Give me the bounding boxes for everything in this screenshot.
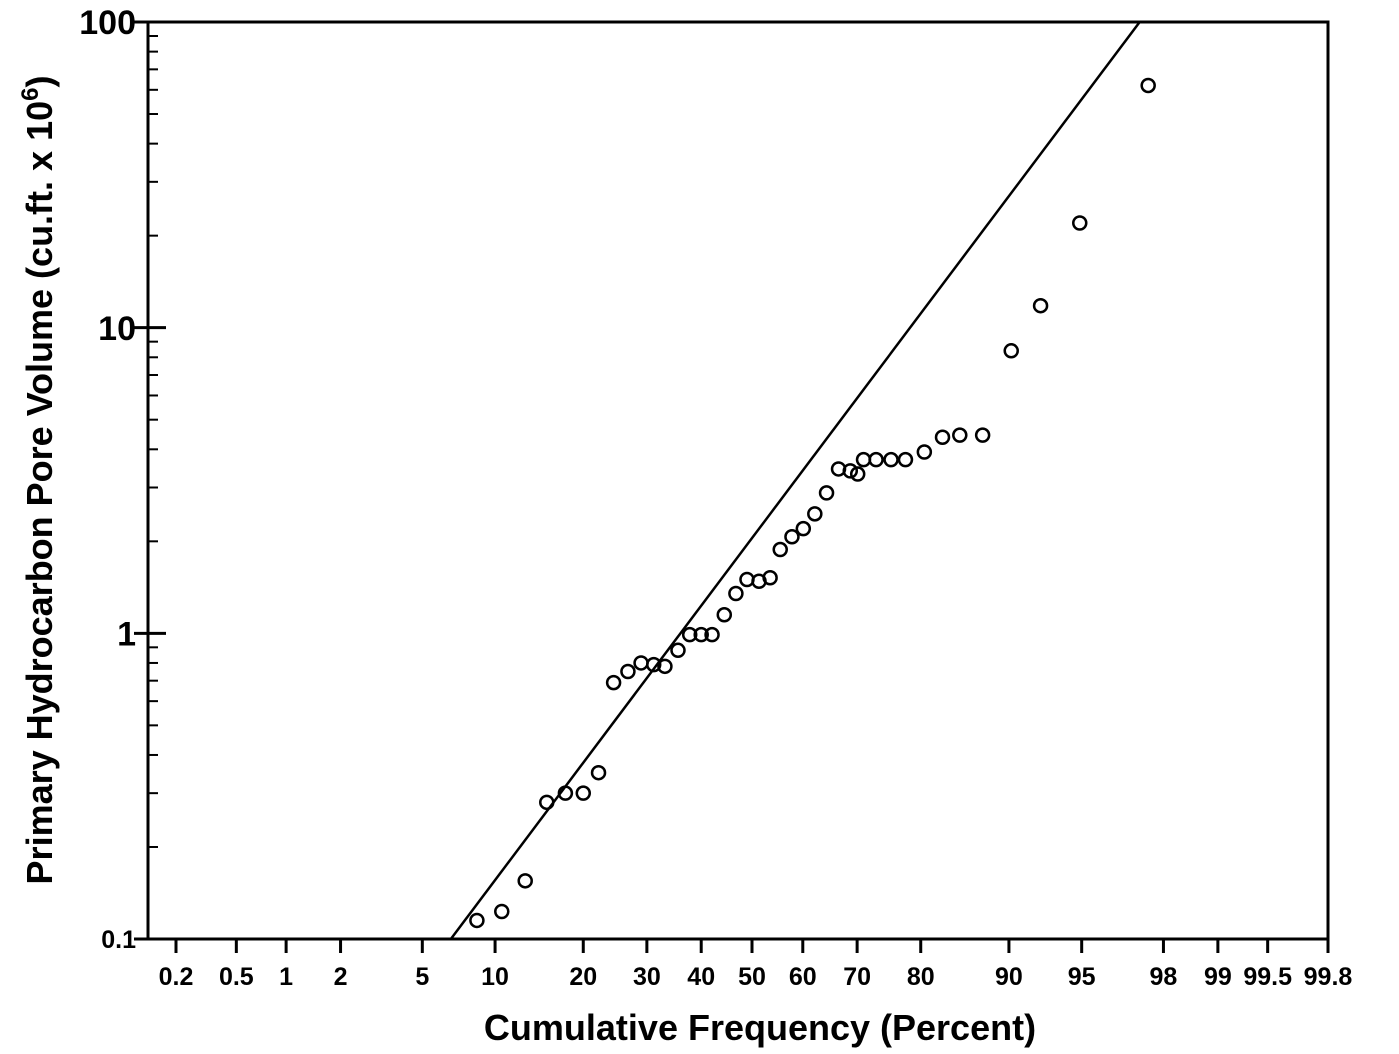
x-tick-label: 80 [907,963,935,991]
y-axis-title-superscript: 6 [17,88,44,101]
data-point [762,569,778,586]
x-tick-label: 1 [279,963,293,991]
x-tick-label: 30 [633,963,661,991]
y-tick-label: 1 [117,616,136,654]
data-point [849,466,866,482]
data-point [1072,215,1088,231]
y-axis-title-main: Primary Hydrocarbon Pore Volume (cu.ft. … [19,101,60,885]
x-tick-label: 98 [1150,963,1178,991]
data-point [704,626,720,643]
data-point [657,658,673,675]
data-point [974,427,991,443]
data-point [916,444,933,460]
data-point [772,541,788,558]
data-point [517,873,533,889]
data-point [728,585,744,602]
data-point [590,764,607,781]
data-point [633,655,649,671]
data-point [557,785,574,801]
data-point [883,451,899,468]
x-tick-label: 40 [687,963,715,991]
x-tick-label: 50 [738,963,766,991]
y-tick-label: 10 [98,310,136,348]
data-point [716,607,733,623]
x-tick-label: 99.5 [1243,963,1292,991]
x-tick-label: 10 [481,963,509,991]
data-point [818,485,835,501]
x-ticks [174,939,1330,953]
y-minor-ticks [134,20,166,941]
data-points [469,77,1156,929]
data-point [620,663,636,680]
data-point [670,642,686,659]
x-tick-label: 5 [415,963,429,991]
y-tick-label: 0.1 [101,926,136,954]
x-axis-title: Cumulative Frequency (Percent) [484,1007,1036,1048]
data-point [645,656,662,673]
x-tick-label: 0.2 [159,963,194,991]
x-tick-label: 20 [569,963,597,991]
x-tick-label: 70 [843,963,871,991]
data-point [605,674,622,691]
data-point [868,451,884,468]
x-tick-label: 99.8 [1304,963,1353,991]
data-point [842,463,859,479]
y-axis-title: Primary Hydrocarbon Pore Volume (cu.ft. … [17,76,60,885]
x-tick-label: 0.5 [219,963,254,991]
plot-frame [146,20,1330,941]
data-point [934,429,951,446]
data-point [855,451,872,468]
y-axis-title-suffix: ) [19,76,60,88]
data-point [1032,297,1049,314]
x-tick-label: 90 [995,963,1023,991]
data-point [795,520,812,537]
data-point [575,785,592,801]
x-tick-label: 2 [334,963,348,991]
data-point [1140,77,1156,94]
data-point [681,626,698,643]
data-point [784,529,800,545]
data-point [1003,343,1019,359]
data-point [693,626,709,643]
y-tick-label: 100 [79,4,136,42]
data-point [469,912,485,929]
x-tick-label: 95 [1068,963,1096,991]
x-tick-label: 60 [789,963,817,991]
data-point [952,427,968,443]
x-tick-label: 99 [1204,963,1232,991]
data-point [807,506,823,522]
tick-labels: 0.2 0.5 1 2 5 10 20 30 40 50 60 70 80 90 95 98 99 99.5 99.… [79,4,1352,991]
data-point [539,794,555,811]
data-point [897,451,914,468]
data-point [494,903,510,920]
